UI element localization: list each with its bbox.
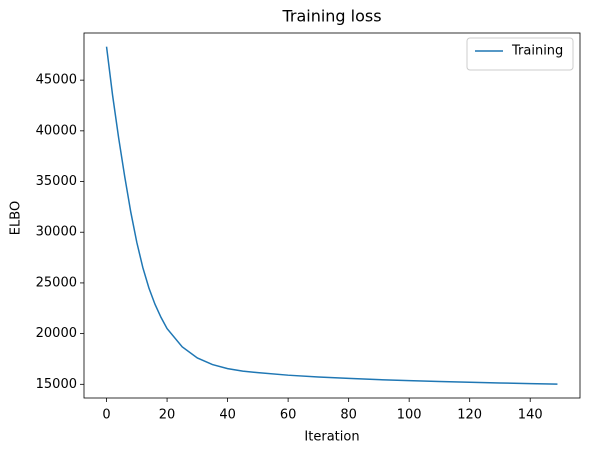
x-tick-label: 100: [397, 408, 422, 423]
y-axis-label: ELBO: [9, 201, 24, 235]
legend-box: [466, 37, 574, 71]
legend-label: Training: [511, 44, 563, 59]
y-tick-label: 25000: [36, 275, 77, 290]
chart-title: Training loss: [281, 7, 381, 26]
y-tick-label: 15000: [36, 377, 77, 392]
line-series: [105, 46, 558, 385]
y-tick-label: 20000: [36, 326, 77, 341]
x-tick-label: 140: [518, 408, 543, 423]
x-tick-label: 80: [340, 408, 357, 423]
y-tick-label: 45000: [36, 73, 77, 88]
plot-frame: [83, 32, 581, 399]
x-axis-label: Iteration: [304, 430, 359, 445]
x-tick-label: 0: [102, 408, 110, 423]
y-tick-label: 35000: [36, 174, 77, 189]
y-tick-label: 30000: [36, 225, 77, 240]
x-tick-label: 60: [280, 408, 297, 423]
y-tick-label: 40000: [36, 123, 77, 138]
x-tick-label: 120: [457, 408, 482, 423]
x-tick-label: 40: [219, 408, 236, 423]
x-tick-label: 20: [159, 408, 176, 423]
